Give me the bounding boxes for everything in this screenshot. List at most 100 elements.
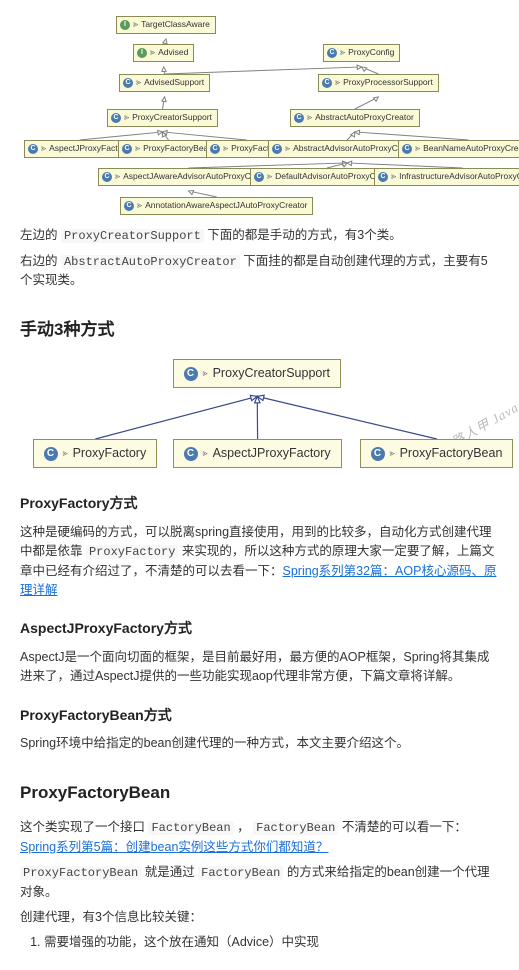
interface-icon: I: [137, 48, 147, 58]
link-icon: ⪢: [267, 170, 272, 184]
uml-node-label: TargetClassAware: [141, 18, 210, 31]
code-proxycreatorsupport: ProxyCreatorSupport: [61, 229, 204, 243]
class-icon: C: [254, 172, 264, 182]
uml-node-proxycreatorsupport: C⪢ProxyCreatorSupport: [107, 109, 218, 127]
heading-proxyfactory: ProxyFactory方式: [20, 493, 499, 515]
heading-manual-3-ways: 手动3种方式: [20, 317, 499, 343]
code-factorybean-3: FactoryBean: [198, 866, 283, 880]
uml-node-proxyprocessorsupport: C⪢ProxyProcessorSupport: [318, 74, 439, 92]
link-icon: ⪢: [41, 142, 46, 156]
uml-node-label: ProxyCreatorSupport: [132, 111, 212, 124]
code-proxyfactorybean: ProxyFactoryBean: [20, 866, 141, 880]
class-icon: C: [102, 172, 112, 182]
class-icon: C: [371, 447, 385, 461]
interface-icon: I: [120, 20, 130, 30]
uml-node-targetclassaware: I⪢TargetClassAware: [116, 16, 216, 34]
paragraph-pfb-mechanism: ProxyFactoryBean 就是通过 FactoryBean 的方式来给指…: [20, 863, 499, 902]
text: 这个类实现了一个接口: [20, 820, 148, 834]
link-icon: ⪢: [223, 142, 228, 156]
uml-node-label: Advised: [158, 46, 188, 59]
text: 下面的都是手动的方式，有3个类。: [204, 228, 402, 242]
link-icon: ⪢: [115, 170, 120, 184]
class-icon: C: [44, 447, 58, 461]
class-icon: C: [111, 113, 121, 123]
link-icon: ⪢: [137, 199, 142, 213]
link-icon: ⪢: [124, 111, 129, 125]
uml-child-box-aspectjproxyfactory: C ⪢ AspectJProxyFactory: [173, 439, 342, 468]
link-icon: ⪢: [390, 447, 395, 461]
uml-node-label: ProxyFactoryBean: [400, 444, 503, 463]
paragraph-3-key-info: 创建代理，有3个信息比较关键：: [20, 908, 499, 927]
list-item-1: 需要增强的功能，这个放在通知（Advice）中实现: [44, 933, 499, 952]
uml-node-label: AspectJProxyFactory: [213, 444, 331, 463]
code-proxyfactory: ProxyFactory: [86, 545, 178, 559]
class-icon: C: [123, 78, 133, 88]
link-spring-5[interactable]: Spring系列第5篇：创建bean实例这些方式你们都知道？: [20, 840, 328, 854]
paragraph-right-summary: 右边的 AbstractAutoProxyCreator 下面挂的都是自动创建代…: [20, 252, 499, 291]
uml-node-label: AbstractAutoProxyCreator: [315, 111, 414, 124]
uml-node-proxyfactorybean: C⪢ProxyFactoryBean: [118, 140, 219, 158]
class-icon: C: [402, 144, 412, 154]
text: 不清楚的可以看一下：: [338, 820, 466, 834]
class-icon: C: [210, 144, 220, 154]
link-icon: ⪢: [135, 142, 140, 156]
uml-node-proxyconfig: C⪢ProxyConfig: [323, 44, 400, 62]
text: ，: [234, 820, 253, 834]
link-icon: ⪢: [307, 111, 312, 125]
class-icon: C: [322, 78, 332, 88]
ordered-list-key-info: 需要增强的功能，这个放在通知（Advice）中实现: [44, 933, 499, 952]
uml-parent-box: C ⪢ ProxyCreatorSupport: [173, 359, 342, 388]
uml-node-advisedsupport: C⪢AdvisedSupport: [119, 74, 210, 92]
uml-node-label: AnnotationAwareAspectJAutoProxyCreator: [145, 199, 307, 212]
paragraph-proxyfactory: 这种是硬编码的方式，可以脱离spring直接使用，用到的比较多，自动化方式创建代…: [20, 523, 499, 601]
code-factorybean-1: FactoryBean: [148, 821, 233, 835]
class-icon: C: [184, 367, 198, 381]
link-icon: ⪢: [133, 18, 138, 32]
uml-child-box-proxyfactory: C ⪢ ProxyFactory: [33, 439, 158, 468]
uml-node-label: ProxyCreatorSupport: [213, 364, 330, 383]
class-icon: C: [378, 172, 388, 182]
class-icon: C: [124, 201, 134, 211]
text: 左边的: [20, 228, 61, 242]
text: 右边的: [20, 254, 61, 268]
link-icon: ⪢: [340, 46, 345, 60]
link-icon: ⪢: [136, 76, 141, 90]
link-icon: ⪢: [63, 447, 68, 461]
paragraph-pfb-intro: 这个类实现了一个接口 FactoryBean ， FactoryBean 不清楚…: [20, 818, 499, 857]
uml-node-label: ProxyFactory: [73, 444, 147, 463]
class-icon: C: [28, 144, 38, 154]
code-abstractautoproxycreator: AbstractAutoProxyCreator: [61, 255, 240, 269]
link-icon: ⪢: [203, 367, 208, 381]
class-icon: C: [122, 144, 132, 154]
class-icon: C: [272, 144, 282, 154]
heading-proxyfactorybean-way: ProxyFactoryBean方式: [20, 705, 499, 727]
link-icon: ⪢: [415, 142, 420, 156]
uml-node-label: ProxyProcessorSupport: [343, 76, 433, 89]
link-icon: ⪢: [203, 447, 208, 461]
uml-node-label: ProxyFactoryBean: [143, 142, 213, 155]
uml-node-label: AdvisedSupport: [144, 76, 204, 89]
class-icon: C: [327, 48, 337, 58]
uml-node-advised: I⪢Advised: [133, 44, 194, 62]
link-icon: ⪢: [391, 170, 396, 184]
class-icon: C: [184, 447, 198, 461]
uml-hierarchy-diagram: I⪢TargetClassAwareI⪢AdvisedC⪢ProxyConfig…: [20, 14, 499, 214]
uml-3way-diagram: 路人甲 Java C⪢ProxyCreatorSupportC⪢ProxyFac…: [25, 355, 495, 475]
code-factorybean-2: FactoryBean: [253, 821, 338, 835]
uml-node-beannameautoproxycreator: C⪢BeanNameAutoProxyCreator: [398, 140, 519, 158]
uml-node-annotationawareaspectjautoproxycreator: C⪢AnnotationAwareAspectJAutoProxyCreator: [120, 197, 313, 215]
uml-node-label: InfrastructureAdvisorAutoProxyCreator: [399, 170, 519, 183]
paragraph-aspectj: AspectJ是一个面向切面的框架，是目前最好用，最方便的AOP框架，Sprin…: [20, 648, 499, 687]
uml-node-infrastructureadvisorautoproxycreator: C⪢InfrastructureAdvisorAutoProxyCreator: [374, 168, 519, 186]
heading-aspectjproxyfactory: AspectJProxyFactory方式: [20, 618, 499, 640]
link-icon: ⪢: [285, 142, 290, 156]
link-icon: ⪢: [150, 46, 155, 60]
uml-node-label: ProxyConfig: [348, 46, 394, 59]
paragraph-proxyfactorybean-way: Spring环境中给指定的bean创建代理的一种方式，本文主要介绍这个。: [20, 734, 499, 753]
uml-child-box-proxyfactorybean: C ⪢ ProxyFactoryBean: [360, 439, 514, 468]
link-icon: ⪢: [335, 76, 340, 90]
uml-node-label: BeanNameAutoProxyCreator: [423, 142, 519, 155]
uml-node-abstractautoproxycreator: C⪢AbstractAutoProxyCreator: [290, 109, 420, 127]
class-icon: C: [294, 113, 304, 123]
text: 就是通过: [141, 865, 198, 879]
